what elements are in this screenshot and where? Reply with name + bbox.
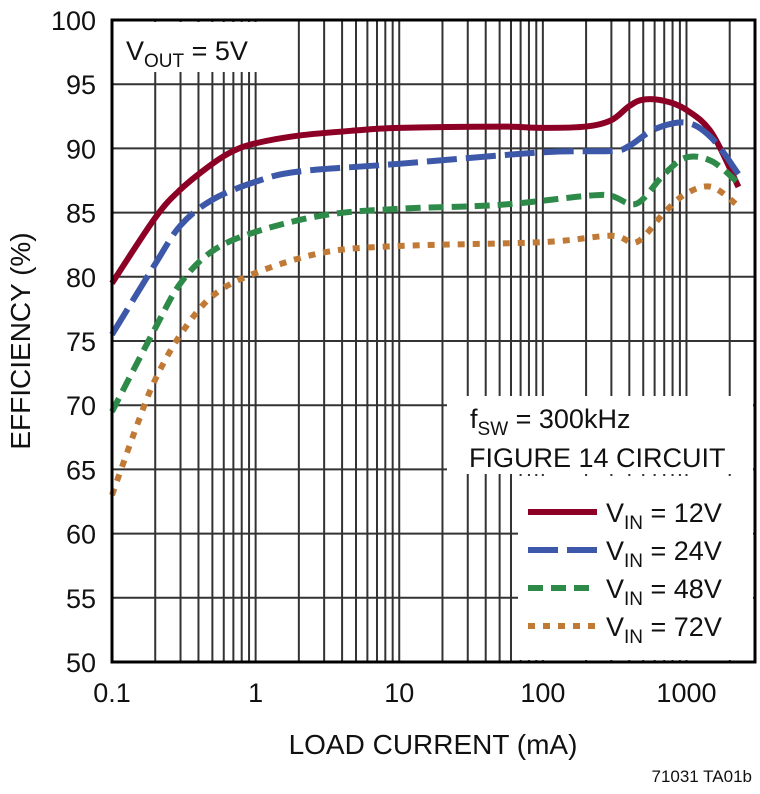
- circuit-label: FIGURE 14 CIRCUIT: [469, 443, 726, 473]
- y-tick-label: 65: [66, 455, 96, 485]
- x-tick-label: 10: [384, 678, 414, 708]
- series-line-vin-72v: [109, 183, 741, 497]
- series-line-vin-12v: [109, 96, 742, 285]
- x-tick-label: 1: [248, 678, 263, 708]
- y-tick-label: 80: [66, 263, 96, 293]
- y-tick-label: 95: [66, 70, 96, 100]
- conditions-annotation: fSW = 300kHz FIGURE 14 CIRCUIT: [447, 396, 753, 474]
- legend-label: VIN = 48V: [606, 574, 722, 610]
- y-tick-label: 55: [66, 584, 96, 614]
- y-tick-label: 70: [66, 391, 96, 421]
- x-tick-label: 100: [520, 678, 565, 708]
- y-axis-label: EFFICIENCY (%): [5, 232, 36, 449]
- x-tick-label: 1000: [656, 678, 716, 708]
- vout-annotation: VOUT = 5V: [114, 22, 274, 72]
- x-axis-label: LOAD CURRENT (mA): [289, 729, 578, 760]
- y-tick-labels: 50 55 60 65 70 75 80 85 90 95 100: [51, 6, 96, 678]
- y-tick-label: 100: [51, 6, 96, 36]
- legend-label: VIN = 12V: [606, 498, 722, 534]
- plot-frame: [110, 18, 757, 664]
- x-tick-label: 0.1: [93, 678, 131, 708]
- footer-code: 71031 TA01b: [651, 767, 752, 786]
- y-tick-label: 50: [66, 648, 96, 678]
- series-line-vin-48v: [109, 153, 741, 413]
- series-line-vin-24v: [109, 119, 741, 337]
- svg-text:VOUT = 5V: VOUT = 5V: [126, 36, 248, 72]
- y-tick-label: 60: [66, 520, 96, 550]
- series-curves: [109, 96, 742, 497]
- x-tick-labels: 0.1 1 10 100 1000: [93, 678, 716, 708]
- y-tick-label: 90: [66, 134, 96, 164]
- y-tick-label: 75: [66, 327, 96, 357]
- legend-label: VIN = 72V: [606, 612, 722, 648]
- y-tick-label: 85: [66, 199, 96, 229]
- svg-text:fSW = 300kHz: fSW = 300kHz: [470, 404, 630, 440]
- legend-label: VIN = 24V: [606, 536, 722, 572]
